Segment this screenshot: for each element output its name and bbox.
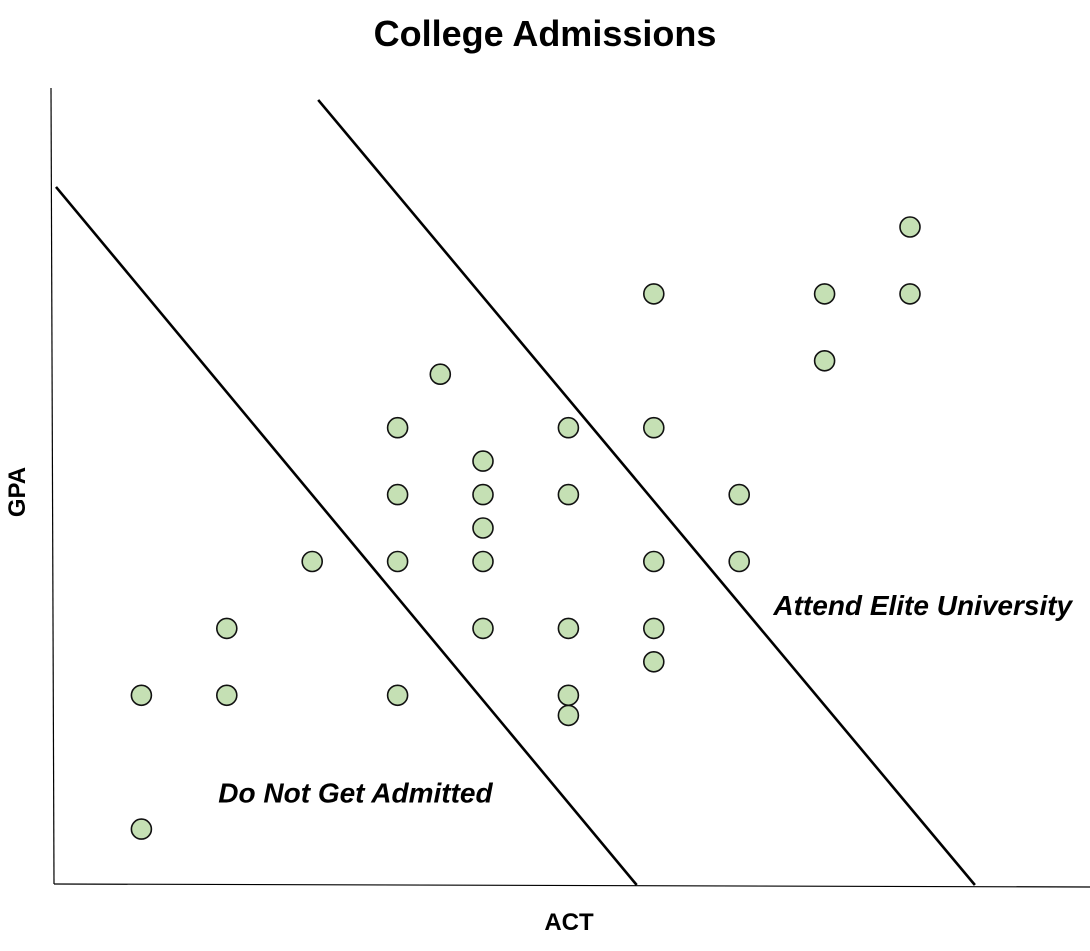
data-point-4 <box>216 684 238 707</box>
data-point-15 <box>472 617 494 640</box>
data-point-18 <box>557 617 580 640</box>
data-point-10 <box>429 363 452 386</box>
data-point-23 <box>642 550 665 573</box>
data-point-12 <box>472 483 494 506</box>
data-point-6 <box>386 416 409 439</box>
boundary-line-2 <box>317 99 976 886</box>
chart-title: College Admissions <box>374 13 717 54</box>
data-point-16 <box>557 416 580 439</box>
y-axis-label: GPA <box>4 467 31 517</box>
x-axis-label: ACT <box>544 909 594 936</box>
data-point-28 <box>813 283 836 305</box>
data-point-21 <box>642 283 665 305</box>
x-axis-line <box>53 883 1090 888</box>
data-point-24 <box>642 617 665 640</box>
data-point-1 <box>130 684 153 707</box>
decision-boundaries <box>55 99 976 886</box>
data-point-13 <box>472 517 494 539</box>
data-point-17 <box>557 483 580 506</box>
data-point-31 <box>899 283 921 305</box>
data-point-8 <box>386 550 409 573</box>
data-points <box>130 216 921 840</box>
data-point-14 <box>472 550 494 573</box>
data-point-3 <box>130 818 153 840</box>
y-axis-line <box>50 87 55 885</box>
data-point-5 <box>301 550 324 573</box>
data-point-20 <box>557 704 580 727</box>
data-point-19 <box>557 684 580 707</box>
data-point-27 <box>728 550 751 573</box>
region-annotations: Do Not Get Admitted Attend Elite Universi… <box>218 590 1073 808</box>
region-label-1: Do Not Get Admitted <box>218 777 493 808</box>
data-point-25 <box>642 650 665 673</box>
data-point-2 <box>216 617 238 640</box>
region-label-2: Attend Elite University <box>772 590 1073 621</box>
data-point-11 <box>472 450 494 472</box>
data-point-9 <box>386 684 409 707</box>
data-point-26 <box>728 483 751 506</box>
data-point-30 <box>899 216 921 238</box>
data-point-7 <box>386 483 409 506</box>
data-point-29 <box>813 349 836 372</box>
boundary-line-1 <box>55 186 638 886</box>
data-point-22 <box>642 416 665 439</box>
